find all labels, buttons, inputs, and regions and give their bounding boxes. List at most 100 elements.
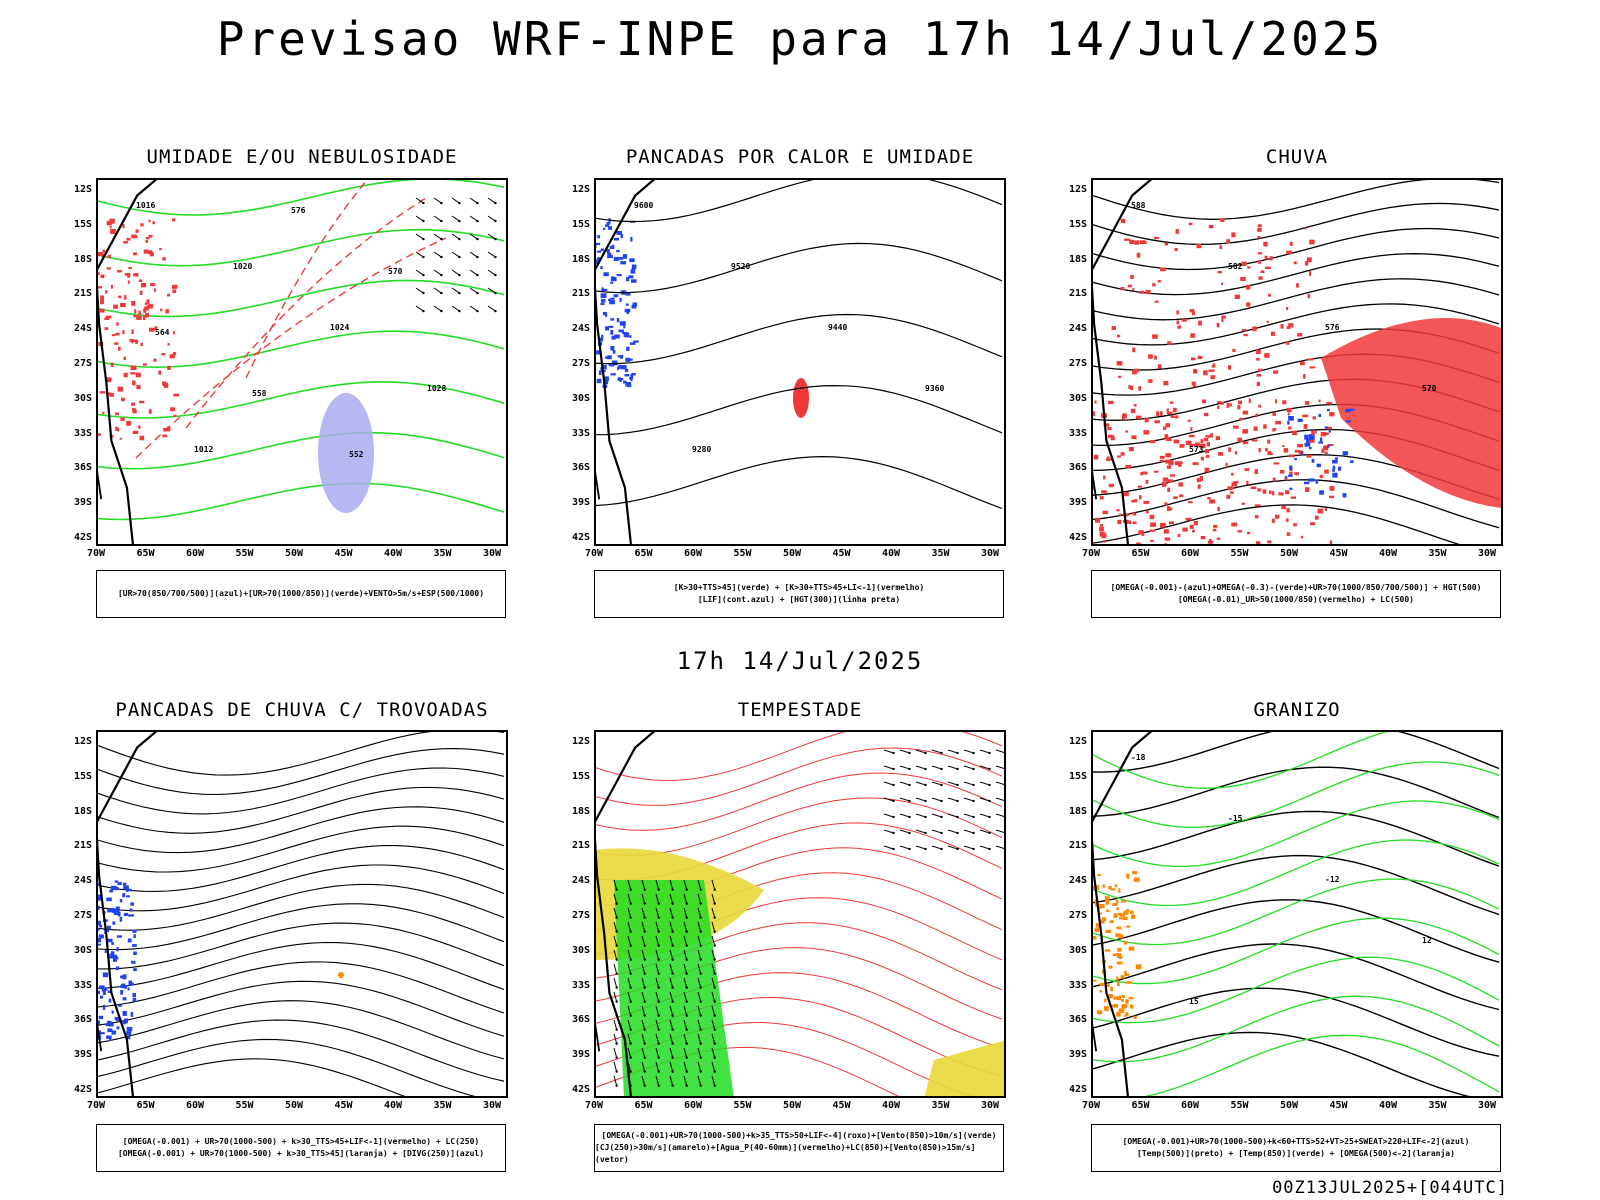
lon-tick-label: 55W xyxy=(235,1100,254,1111)
lon-tick-label: 55W xyxy=(733,548,752,559)
lat-tick-label: 42S xyxy=(571,532,590,543)
map-svg: 1016 1020 1024 1028 1012 576 570 564 558 552 xyxy=(96,178,508,546)
lat-tick-label: 15S xyxy=(1068,218,1087,230)
svg-text:-18: -18 xyxy=(1131,753,1146,762)
lat-tick-label: 30S xyxy=(73,944,92,956)
lon-tick-label: 40W xyxy=(383,1100,403,1111)
lat-tick-label: 27S xyxy=(1068,910,1087,921)
svg-text:1012: 1012 xyxy=(194,445,213,454)
legend-line: [UR>70(850/700/500)](azul)+[UR>70(1000/8… xyxy=(117,589,485,598)
lon-tick-label: 55W xyxy=(1230,1100,1249,1111)
legend-box: [OMEGA(-0.001)-(azul)+OMEGA(-0.3)-(verde… xyxy=(1091,570,1501,618)
lat-tick-label: 27S xyxy=(1068,358,1087,369)
lat-tick-label: 15S xyxy=(571,218,590,230)
lon-tick-label: 35W xyxy=(433,548,452,559)
lon-tick-label: 65W xyxy=(136,548,155,559)
lat-tick-label: 21S xyxy=(571,288,590,300)
lat-tick-label: 12S xyxy=(73,736,92,747)
lon-tick-label: 50W xyxy=(284,1100,304,1111)
lat-tick-label: 36S xyxy=(73,1014,92,1026)
panel-title: PANCADAS DE CHUVA C/ TROVOADAS xyxy=(115,699,489,721)
legend-box: [OMEGA(-0.001)+UR>70(1000-500)+k>35_TTS>… xyxy=(594,1124,1004,1172)
lon-tick-label: 65W xyxy=(634,548,653,559)
lat-tick-label: 21S xyxy=(1068,840,1087,852)
map-svg xyxy=(96,730,508,1098)
legend-line: [OMEGA(-0.001) + UR>70(1000-500) + k>30_… xyxy=(117,1149,485,1158)
svg-text:564: 564 xyxy=(155,328,170,337)
lat-tick-label: 36S xyxy=(1068,1014,1087,1026)
lat-tick-label: 27S xyxy=(73,910,92,921)
svg-text:12: 12 xyxy=(1422,936,1432,945)
lat-tick-label: 24S xyxy=(73,323,92,335)
lon-tick-label: 60W xyxy=(1180,548,1200,559)
svg-text:1020: 1020 xyxy=(233,262,252,271)
legend-line: [Temp(500)](preto) + [Temp(850)](verde) … xyxy=(1137,1149,1455,1158)
svg-text:576: 576 xyxy=(1325,323,1340,332)
lon-tick-label: 45W xyxy=(832,548,851,559)
lat-tick-label: 15S xyxy=(73,218,92,230)
svg-text:9520: 9520 xyxy=(731,262,750,271)
run-info: 00Z13JUL2025+[044UTC] xyxy=(1272,1178,1508,1198)
main-title: Previsao WRF-INPE para 17h 14/Jul/2025 xyxy=(216,12,1384,66)
lat-tick-label: 21S xyxy=(73,288,92,300)
lat-tick-label: 27S xyxy=(571,910,590,921)
lat-tick-label: 21S xyxy=(571,840,590,852)
lon-tick-label: 70W xyxy=(1081,1100,1101,1111)
lat-tick-label: 24S xyxy=(1068,323,1087,335)
lon-tick-label: 65W xyxy=(634,1100,653,1111)
lat-tick-label: 42S xyxy=(1068,532,1087,543)
map-plot: 9600 9520 9440 9360 9280 xyxy=(594,178,1006,546)
lon-tick-label: 50W xyxy=(782,548,802,559)
legend-line: [OMEGA(-0.001) + UR>70(1000-500) + k>30_… xyxy=(122,1137,480,1146)
panel-title: CHUVA xyxy=(1265,146,1329,168)
panel-title: GRANIZO xyxy=(1253,699,1341,721)
svg-text:576: 576 xyxy=(291,206,306,215)
lon-tick-label: 60W xyxy=(1180,1100,1200,1111)
lon-tick-label: 40W xyxy=(383,548,403,559)
lon-tick-label: 65W xyxy=(136,1100,155,1111)
lat-tick-label: 36S xyxy=(1068,462,1087,474)
map-svg: 9600 9520 9440 9360 9280 xyxy=(594,178,1006,546)
lat-tick-label: 18S xyxy=(1068,805,1087,817)
lon-tick-label: 70W xyxy=(1081,548,1101,559)
lat-tick-label: 27S xyxy=(73,358,92,369)
lon-tick-label: 70W xyxy=(584,548,604,559)
lat-tick-label: 12S xyxy=(571,736,590,747)
lon-tick-label: 30W xyxy=(482,1100,502,1111)
legend-line: [CJ(250)>30m/s](amarelo)+[Agua_P(40-60mm… xyxy=(595,1143,976,1164)
lat-tick-label: 33S xyxy=(571,979,590,991)
panel-title: TEMPESTADE xyxy=(737,699,863,721)
lat-tick-label: 12S xyxy=(571,184,590,195)
lat-tick-label: 15S xyxy=(73,770,92,782)
svg-text:582: 582 xyxy=(1228,262,1243,271)
lon-tick-label: 65W xyxy=(1131,1100,1150,1111)
lon-tick-label: 40W xyxy=(881,1100,901,1111)
legend-box: [OMEGA(-0.001)+UR>70(1000-500)+k<60+TTS>… xyxy=(1091,1124,1501,1172)
lat-tick-label: 42S xyxy=(571,1084,590,1095)
lon-tick-label: 70W xyxy=(86,548,106,559)
lat-tick-label: 39S xyxy=(571,1049,590,1061)
legend-line: [K>30+TTS>45](verde) + [K>30+TTS>45+LI<-… xyxy=(673,583,925,592)
map-plot: -18 -15 -12 12 15 xyxy=(1091,730,1503,1098)
svg-text:9280: 9280 xyxy=(692,445,711,454)
lat-tick-label: 30S xyxy=(571,944,590,956)
svg-text:573: 573 xyxy=(1189,445,1204,454)
lat-tick-label: 18S xyxy=(1068,253,1087,265)
lat-tick-label: 18S xyxy=(73,253,92,265)
lon-tick-label: 50W xyxy=(782,1100,802,1111)
lat-tick-label: 30S xyxy=(571,392,590,404)
lat-tick-label: 39S xyxy=(1068,1049,1087,1061)
svg-text:558: 558 xyxy=(252,389,267,398)
legend-box: [K>30+TTS>45](verde) + [K>30+TTS>45+LI<-… xyxy=(594,570,1004,618)
legend-line: [LIF](cont.azul) + [HGT(300)](linha pret… xyxy=(697,595,901,604)
lon-tick-label: 30W xyxy=(1477,1100,1497,1111)
legend-line: [OMEGA(-0.001)+UR>70(1000-500)+k>35_TTS>… xyxy=(601,1131,997,1140)
lat-tick-label: 33S xyxy=(571,427,590,439)
lat-tick-label: 24S xyxy=(73,875,92,887)
legend-box: [OMEGA(-0.001) + UR>70(1000-500) + k>30_… xyxy=(96,1124,506,1172)
map-svg xyxy=(594,730,1006,1098)
lon-tick-label: 45W xyxy=(1329,1100,1348,1111)
lon-tick-label: 60W xyxy=(185,1100,205,1111)
lon-tick-label: 30W xyxy=(980,548,1000,559)
lon-tick-label: 30W xyxy=(1477,548,1497,559)
